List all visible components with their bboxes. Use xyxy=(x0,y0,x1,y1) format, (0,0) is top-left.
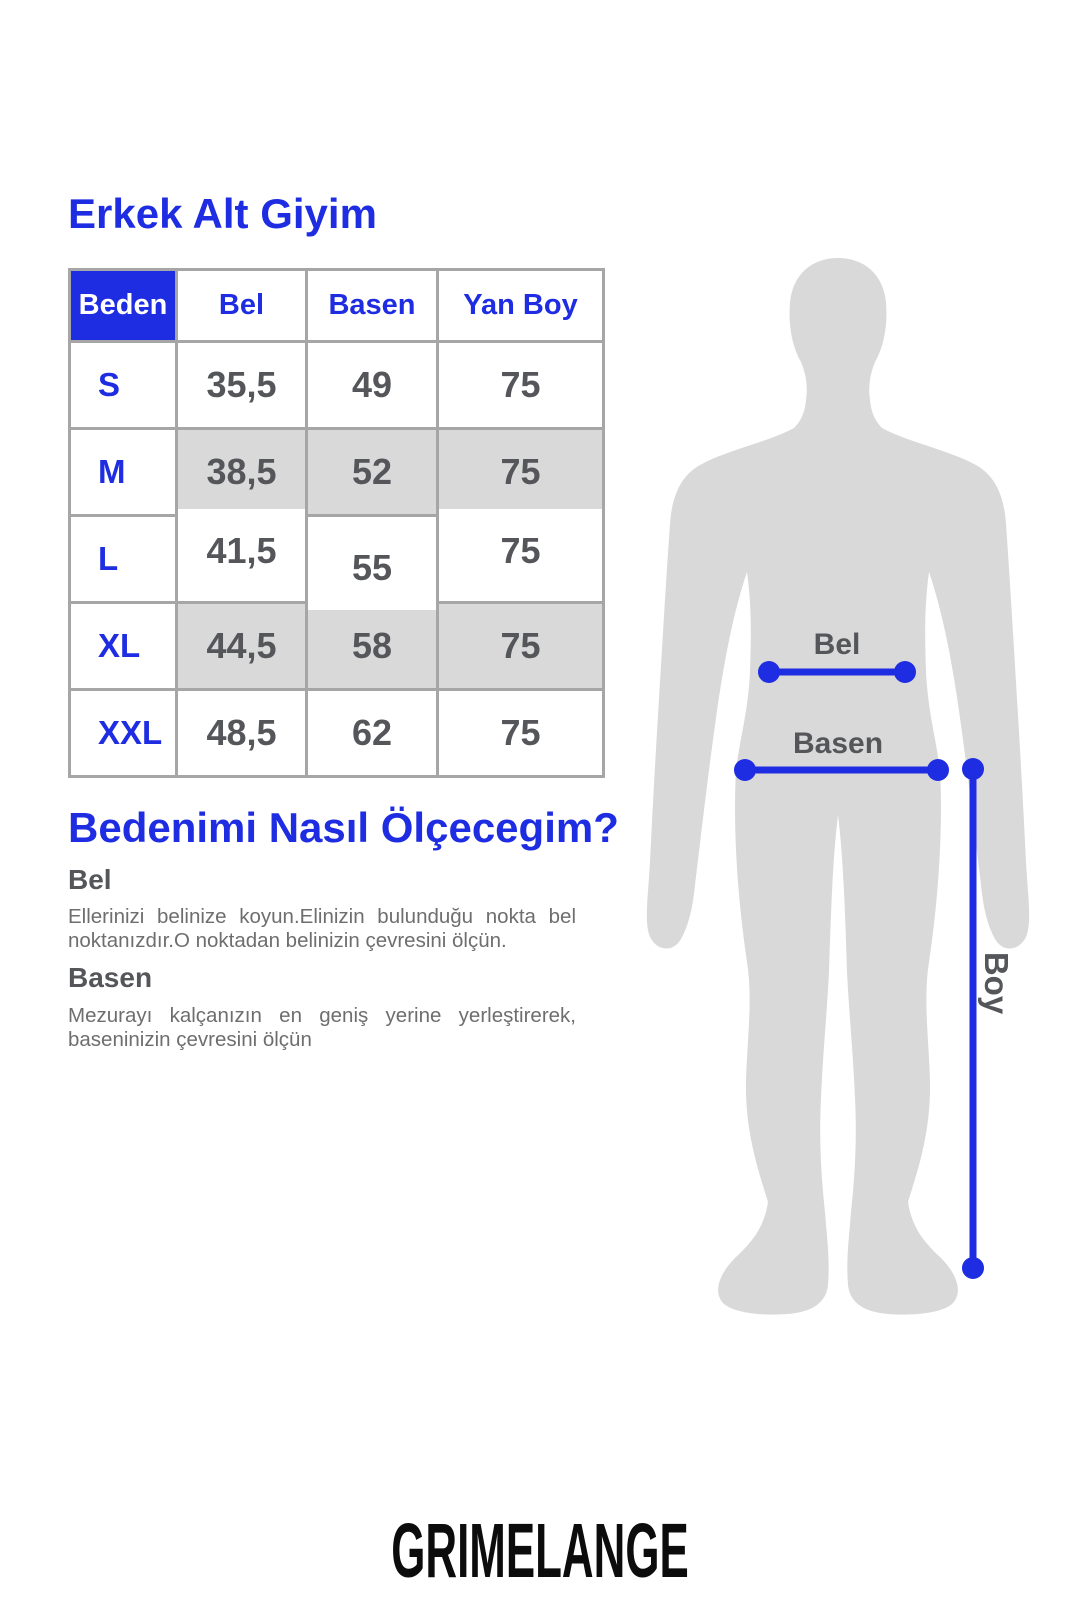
bel-figure-label: Bel xyxy=(814,628,861,661)
cell-yan-boy: 75 xyxy=(436,506,605,596)
size-cell: L xyxy=(68,514,178,604)
size-cell: S xyxy=(68,340,178,430)
boy-figure-label: Boy xyxy=(978,952,1015,1015)
cell-yan-boy: 75 xyxy=(436,340,605,430)
header-basen: Basen xyxy=(305,268,439,343)
table-row: S 35,5 49 75 xyxy=(68,340,605,430)
basen-instructions: Mezurayı kalçanızın en geniş yerine yerl… xyxy=(68,1004,576,1051)
header-bel: Bel xyxy=(175,268,308,343)
cell-bel: 35,5 xyxy=(175,340,308,430)
size-cell: XXL xyxy=(68,688,178,778)
cell-yan-boy: 75 xyxy=(436,601,605,691)
page-title: Erkek Alt Giyim xyxy=(68,190,377,237)
measure-guide-heading: Bedenimi Nasıl Ölçecegim? xyxy=(68,804,619,851)
basen-measure-line xyxy=(734,759,949,781)
cell-yan-boy: 75 xyxy=(436,427,605,517)
cell-basen: 55 xyxy=(305,523,439,613)
cell-basen: 62 xyxy=(305,688,439,778)
table-row: XL 44,5 58 75 xyxy=(68,601,605,691)
boy-measure-line xyxy=(962,758,984,1279)
cell-bel: 48,5 xyxy=(175,688,308,778)
cell-basen: 58 xyxy=(305,601,439,691)
brand-logo: GRIMELANGE xyxy=(391,1508,689,1594)
basen-subheading: Basen xyxy=(68,962,153,993)
cell-yan-boy: 75 xyxy=(436,688,605,778)
bel-subheading: Bel xyxy=(68,864,112,895)
body-measurement-diagram: Bel Basen Boy xyxy=(646,258,1030,1315)
size-cell: XL xyxy=(68,601,178,691)
bel-instructions: Ellerinizi belinize koyun.Elinizin bulun… xyxy=(68,905,576,952)
cell-bel: 44,5 xyxy=(175,601,308,691)
table-row: XXL 48,5 62 75 xyxy=(68,688,605,778)
male-silhouette xyxy=(646,258,1030,1315)
table-header-row: Beden Bel Basen Yan Boy xyxy=(68,268,605,343)
size-table: Beden Bel Basen Yan Boy S 35,5 49 75 M 38,5 52… xyxy=(68,268,605,778)
table-row: L 41,5 55 75 xyxy=(68,506,605,613)
table-row: M 38,5 52 75 xyxy=(68,427,605,517)
bel-measure-line xyxy=(758,661,916,683)
cell-basen: 52 xyxy=(305,427,439,517)
cell-basen: 49 xyxy=(305,340,439,430)
cell-bel: 38,5 xyxy=(175,427,308,517)
size-cell: M xyxy=(68,427,178,517)
header-yan-boy: Yan Boy xyxy=(436,268,605,343)
basen-figure-label: Basen xyxy=(793,727,883,760)
cell-bel: 41,5 xyxy=(175,506,308,596)
header-beden: Beden xyxy=(68,268,178,343)
